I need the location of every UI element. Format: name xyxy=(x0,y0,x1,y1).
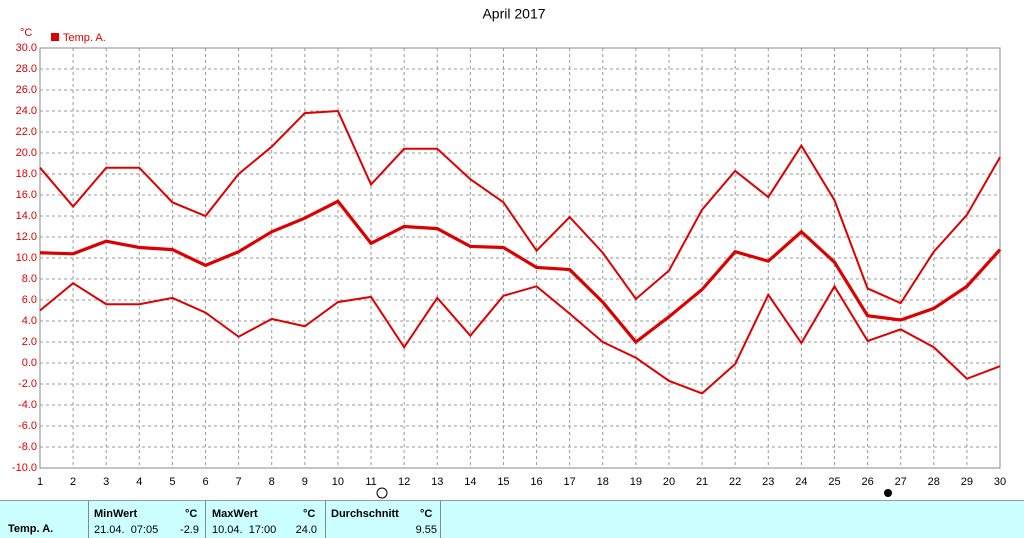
col-unit: °C xyxy=(185,508,198,520)
x-tick-label: 30 xyxy=(994,476,1006,488)
x-tick-label: 12 xyxy=(398,476,410,488)
summary-table: Temp. A. MinWert °C 21.04. 07:05 -2.9 Ma… xyxy=(0,500,1024,538)
y-tick-label: 14.0 xyxy=(16,210,37,222)
x-tick-label: 29 xyxy=(961,476,973,488)
y-tick-label: 22.0 xyxy=(16,126,37,138)
col-value: 9.55 xyxy=(415,524,437,536)
x-tick-label: 14 xyxy=(464,476,476,488)
x-tick-label: 20 xyxy=(663,476,675,488)
x-tick-label: 21 xyxy=(696,476,708,488)
x-tick-label: 22 xyxy=(729,476,741,488)
col-unit: °C xyxy=(303,508,316,520)
y-tick-label: 4.0 xyxy=(22,315,37,327)
y-tick-label: 28.0 xyxy=(16,63,37,75)
separator xyxy=(205,501,206,538)
y-tick-label: 8.0 xyxy=(22,273,37,285)
y-tick-label: -10.0 xyxy=(12,462,37,474)
y-tick-label: 6.0 xyxy=(22,294,37,306)
y-tick-label: 12.0 xyxy=(16,231,37,243)
line xyxy=(39,281,1001,395)
col-time: 10.04. 17:00 xyxy=(212,524,277,536)
y-tick-label: -6.0 xyxy=(18,420,37,432)
col-unit: °C xyxy=(420,508,433,520)
x-tick-label: 10 xyxy=(332,476,344,488)
col-title: Durchschnitt xyxy=(331,508,399,520)
x-tick-label: 19 xyxy=(630,476,642,488)
col-title: MinWert xyxy=(94,508,138,520)
x-tick-label: 16 xyxy=(530,476,542,488)
x-tick-label: 5 xyxy=(169,476,175,488)
x-tick-label: 28 xyxy=(928,476,940,488)
x-tick-label: 25 xyxy=(828,476,840,488)
col-title: MaxWert xyxy=(212,508,258,520)
y-tick-label: -4.0 xyxy=(18,399,37,411)
y-tick-label: 0.0 xyxy=(22,357,37,369)
y-tick-label: 26.0 xyxy=(16,84,37,96)
y-tick-label: 16.0 xyxy=(16,189,37,201)
col-value: 24.0 xyxy=(295,524,317,536)
x-tick-label: 6 xyxy=(202,476,208,488)
col-time: 21.04. 07:05 xyxy=(94,524,159,536)
x-tick-label: 8 xyxy=(269,476,275,488)
y-tick-label: 30.0 xyxy=(16,42,37,54)
x-tick-label: 23 xyxy=(762,476,774,488)
y-tick-label: 2.0 xyxy=(22,336,37,348)
x-tick-label: 9 xyxy=(302,476,308,488)
moon-icon xyxy=(884,489,892,497)
chart-title: April 2017 xyxy=(482,6,545,22)
x-tick-label: 3 xyxy=(103,476,109,488)
separator xyxy=(88,501,89,538)
x-tick-label: 2 xyxy=(70,476,76,488)
x-tick-label: 15 xyxy=(497,476,509,488)
x-tick-label: 11 xyxy=(365,476,376,488)
moon-icon xyxy=(376,487,388,499)
x-tick-label: 24 xyxy=(795,476,807,488)
x-tick-label: 4 xyxy=(136,476,142,488)
y-tick-label: 20.0 xyxy=(16,147,37,159)
x-tick-label: 17 xyxy=(564,476,576,488)
legend-label: Temp. A. xyxy=(63,32,106,44)
separator xyxy=(440,501,441,538)
y-tick-label: 24.0 xyxy=(16,105,37,117)
y-unit: °C xyxy=(20,27,32,39)
x-tick-label: 1 xyxy=(37,476,43,488)
legend-swatch xyxy=(51,33,59,41)
x-tick-label: 13 xyxy=(431,476,443,488)
line xyxy=(39,199,1002,345)
separator xyxy=(325,501,326,538)
y-tick-label: 10.0 xyxy=(16,252,37,264)
x-tick-label: 27 xyxy=(895,476,907,488)
x-tick-label: 26 xyxy=(861,476,873,488)
col-value: -2.9 xyxy=(180,524,199,536)
y-tick-label: -8.0 xyxy=(18,441,37,453)
y-tick-label: 18.0 xyxy=(16,168,37,180)
line xyxy=(39,109,1001,305)
y-tick-label: -2.0 xyxy=(18,378,37,390)
x-tick-label: 18 xyxy=(597,476,609,488)
row-label: Temp. A. xyxy=(8,523,54,535)
chart: April 2017 °C Temp. A. -10.0 -8.0 -6.0 -4.0… xyxy=(12,6,1006,499)
x-tick-label: 7 xyxy=(236,476,242,488)
